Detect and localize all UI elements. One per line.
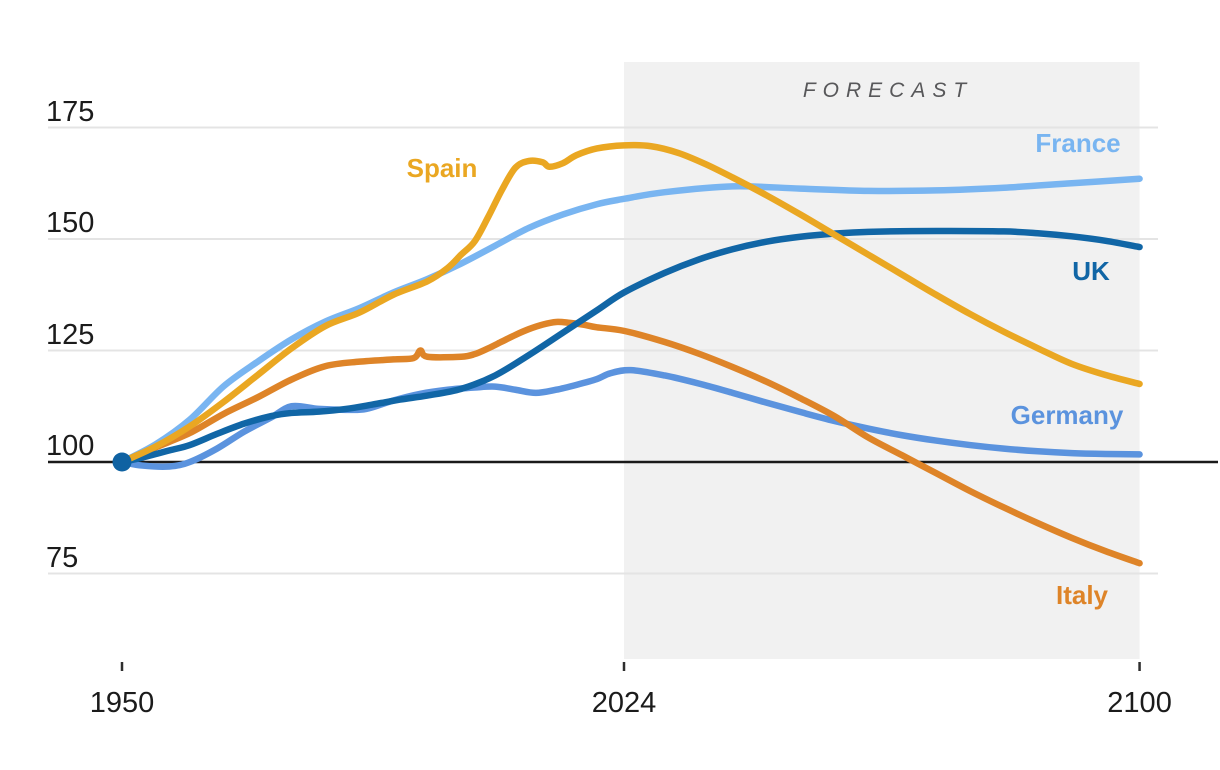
forecast-region-label: FORECAST bbox=[802, 79, 974, 102]
x-axis-label-2100: 2100 bbox=[1107, 687, 1172, 719]
x-axis-label-2024: 2024 bbox=[591, 687, 657, 719]
start-dot-1950 bbox=[112, 452, 132, 472]
y-axis-label-125: 125 bbox=[46, 318, 95, 351]
france-series-label: France bbox=[1035, 128, 1121, 158]
spain-series-label: Spain bbox=[406, 153, 478, 183]
x-axis-label-1950: 1950 bbox=[89, 687, 155, 719]
germany-series-label: Germany bbox=[1010, 400, 1124, 430]
y-axis-label-75: 75 bbox=[46, 541, 79, 574]
italy-series-label: Italy bbox=[1055, 580, 1109, 610]
y-axis-label-175: 175 bbox=[46, 95, 95, 128]
spain-line bbox=[118, 141, 1143, 466]
france-line bbox=[118, 175, 1143, 466]
uk-line bbox=[118, 227, 1143, 466]
y-axis-label-100: 100 bbox=[46, 430, 95, 462]
uk-series-label: UK bbox=[1072, 256, 1110, 286]
y-axis-label-150: 150 bbox=[46, 207, 95, 239]
italy-line bbox=[118, 318, 1143, 567]
